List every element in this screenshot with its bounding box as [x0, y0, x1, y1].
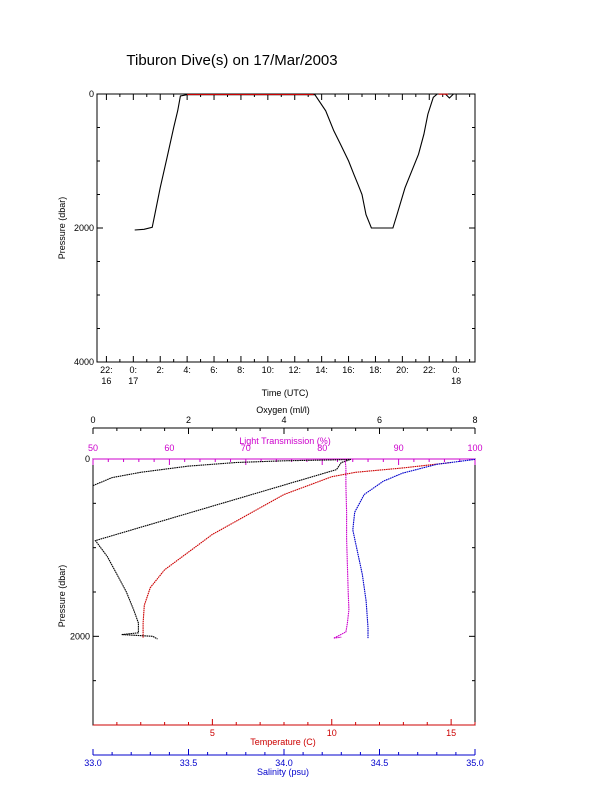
- x-tick-label: 22:: [423, 365, 436, 375]
- oxygen-tick-label: 2: [186, 415, 191, 425]
- chart-title: Tiburon Dive(s) on 17/Mar/2003: [126, 52, 337, 69]
- y-tick-label: 0: [85, 454, 90, 464]
- x-tick-label: 10:: [262, 365, 275, 375]
- x-tick-label-day: 17: [128, 376, 138, 386]
- oxygen-tick-label: 6: [377, 415, 382, 425]
- y-tick-label: 2000: [74, 223, 94, 233]
- x-tick-label: 22:: [100, 365, 113, 375]
- dive-time-x-axis-label: Time (UTC): [262, 388, 309, 398]
- temperature-profile-series: [142, 461, 452, 639]
- x-tick-label: 18:: [369, 365, 382, 375]
- profile-plot-frame: [92, 458, 476, 726]
- dive-time-plot-frame: [96, 93, 476, 363]
- profile-panel: 0 2000 0 2 4 6 8 50 60 70 80 90 100 5 10 15 33.0 33.5 34.0…: [57, 405, 484, 777]
- dive-time-y-axis-label: Pressure (dbar): [57, 197, 67, 260]
- x-tick-label: 20:: [396, 365, 409, 375]
- x-tick-label: 6:: [210, 365, 218, 375]
- x-tick-label-day: 16: [101, 376, 111, 386]
- salinity-tick-label: 34.0: [275, 758, 293, 768]
- x-tick-label: 2:: [156, 365, 164, 375]
- y-tick-label: 0: [89, 89, 94, 99]
- profile-y-axis-label: Pressure (dbar): [57, 565, 67, 628]
- y-tick-label: 2000: [70, 631, 90, 641]
- oxygen-axis-label: Oxygen (ml/l): [256, 405, 310, 415]
- x-tick-label: 16:: [342, 365, 355, 375]
- x-tick-label: 4:: [183, 365, 191, 375]
- salinity-tick-label: 33.0: [84, 758, 102, 768]
- x-tick-label: 12:: [288, 365, 301, 375]
- salinity-tick-label: 35.0: [466, 758, 484, 768]
- oxygen-tick-label: 0: [90, 415, 95, 425]
- oxygen-tick-label: 4: [281, 415, 286, 425]
- salinity-axis-label: Salinity (psu): [257, 767, 309, 777]
- y-tick-label: 4000: [74, 357, 94, 367]
- light-transmission-axis-label: Light Transmission (%): [239, 436, 331, 446]
- temperature-axis-label: Temperature (C): [250, 737, 316, 747]
- x-tick-label-day: 18: [451, 376, 461, 386]
- light-profile-series: [333, 458, 350, 639]
- salinity-profile-series: [352, 458, 476, 639]
- temperature-tick-label: 15: [446, 728, 456, 738]
- x-tick-label: 8:: [237, 365, 245, 375]
- x-tick-label: 14:: [315, 365, 328, 375]
- temperature-tick-label: 10: [327, 728, 337, 738]
- light-tick-label: 100: [467, 443, 482, 453]
- dive-pressure-series: [134, 93, 454, 231]
- temperature-tick-label: 5: [210, 728, 215, 738]
- oxygen-profile-series: [92, 458, 352, 640]
- salinity-tick-label: 34.5: [371, 758, 389, 768]
- oxygen-tick-label: 8: [472, 415, 477, 425]
- light-tick-label: 50: [88, 443, 98, 453]
- light-tick-label: 70: [241, 443, 251, 453]
- light-tick-label: 60: [164, 443, 174, 453]
- salinity-tick-label: 33.5: [180, 758, 198, 768]
- light-tick-label: 80: [317, 443, 327, 453]
- light-tick-label: 90: [394, 443, 404, 453]
- x-tick-label: 0:: [452, 365, 460, 375]
- x-tick-label: 0:: [130, 365, 138, 375]
